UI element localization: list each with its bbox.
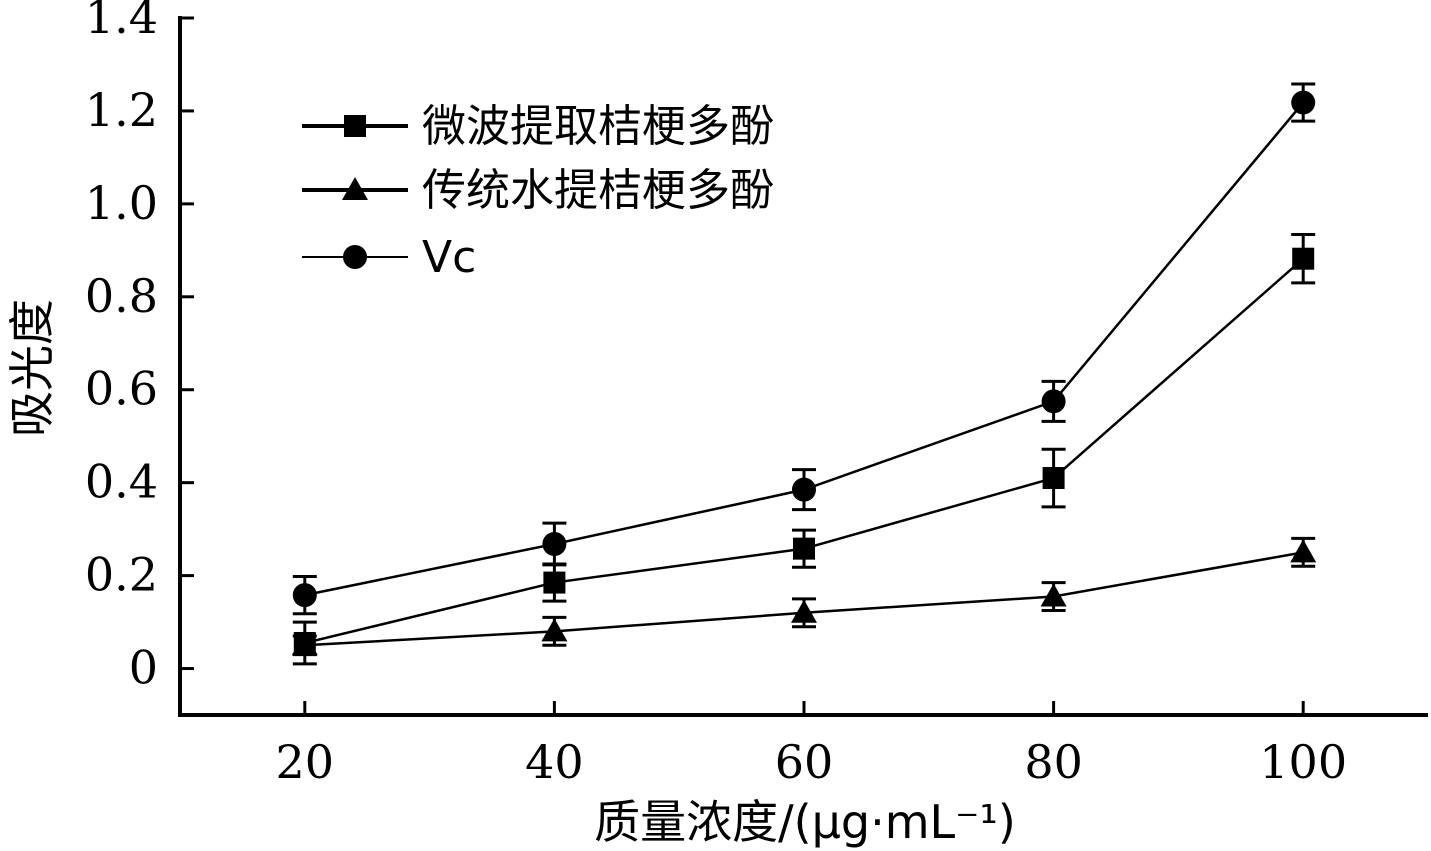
legend-item: 微波提取桔梗多酚 (302, 101, 774, 152)
data-point (1292, 247, 1315, 270)
data-point (292, 583, 317, 608)
legend-item: Vc (302, 232, 476, 283)
legend-item: 传统水提桔梗多酚 (302, 165, 774, 216)
data-point (1041, 389, 1066, 414)
series-square (292, 233, 1316, 666)
y-tick-label: 0.8 (85, 269, 158, 323)
y-tick-label: 0.6 (85, 362, 158, 416)
x-tick-label: 80 (1024, 735, 1083, 789)
data-point (791, 599, 817, 623)
y-tick-label: 1.4 (85, 0, 158, 44)
y-tick-label: 0.2 (85, 548, 158, 602)
x-tick-label: 20 (276, 735, 335, 789)
y-axis-label: 吸光度 (5, 299, 59, 437)
y-tick-label: 0 (129, 641, 158, 695)
y-tick-label: 1.0 (85, 176, 158, 230)
series-line (304, 257, 1305, 645)
x-ticks: 20 40 60 80 100 (276, 701, 1347, 789)
data-point (1042, 467, 1065, 490)
legend-label: 微波提取桔梗多酚 (422, 101, 774, 152)
data-point (792, 477, 816, 502)
data-point (543, 571, 566, 594)
legend-marker (343, 245, 367, 269)
data-point (1290, 539, 1317, 563)
legend-marker (344, 115, 366, 137)
x-tick-label: 60 (775, 735, 834, 789)
data-point (542, 532, 567, 557)
y-ticks: 0 0.2 0.4 0.6 0.8 1.0 1.2 1.4 (85, 0, 194, 695)
x-axis-label: 质量浓度/(μg·mL⁻¹) (594, 795, 1016, 849)
legend-label: Vc (422, 232, 476, 283)
legend-label: 传统水提桔梗多酚 (422, 165, 774, 216)
series-circle (292, 82, 1316, 616)
series-triangle (291, 536, 1317, 657)
data-point (1291, 90, 1316, 115)
series-group (291, 82, 1317, 666)
data-point (793, 537, 815, 560)
data-point (1040, 583, 1067, 607)
x-tick-label: 40 (525, 735, 584, 789)
y-tick-label: 1.2 (85, 83, 158, 137)
legend-marker (342, 177, 368, 200)
x-tick-label: 100 (1259, 735, 1347, 789)
data-point (541, 618, 568, 642)
y-tick-label: 0.4 (85, 455, 158, 509)
data-point (291, 632, 318, 656)
